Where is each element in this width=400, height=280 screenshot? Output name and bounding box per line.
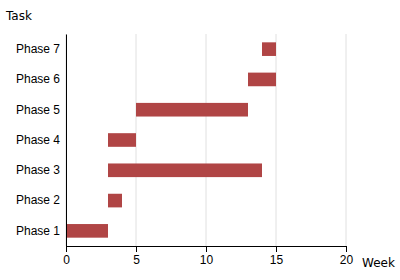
y-tick: Phase 6 [16,72,60,86]
grid-line [346,34,347,246]
tick-mark [206,246,207,252]
y-tick: Phase 3 [16,163,60,177]
grid-line [206,34,207,246]
x-tick: 10 [200,246,214,267]
tick-label: Phase 5 [16,103,60,117]
bar [262,42,276,56]
tick-label: Phase 7 [16,42,60,56]
x-axis: 0 5 10 15 20 [63,246,353,267]
x-tick: 20 [340,246,354,267]
tick-label: 5 [133,253,140,267]
grid-line [276,34,277,246]
x-tick: 0 [63,246,70,267]
y-axis-title: Task [5,9,32,23]
x-tick: 5 [133,246,140,267]
bar [108,133,136,147]
tick-label: Phase 3 [16,163,60,177]
tick-mark [276,246,277,252]
chart: 05101520Phase 1Phase 2Phase 3Phase 4Phas… [0,0,400,280]
grid [66,34,346,246]
y-tick: Phase 2 [16,193,60,207]
tick-label: Phase 6 [16,72,60,86]
grid-line [66,34,67,246]
axis-line [66,35,67,247]
bar [108,194,122,208]
y-tick: Phase 1 [16,224,60,238]
y-tick: Phase 4 [16,133,60,147]
tick-label: Phase 4 [16,133,60,147]
tick-mark [136,246,137,252]
y-tick: Phase 7 [16,42,60,56]
tick-label: 20 [340,253,354,267]
plot: 05101520Phase 1Phase 2Phase 3Phase 4Phas… [5,9,395,270]
bar [108,163,262,177]
tick-label: 15 [270,253,284,267]
x-axis-title: Week [362,256,395,270]
bar [66,224,108,238]
tick-label: 0 [63,253,70,267]
x-tick: 15 [270,246,284,267]
bar [136,103,248,117]
tick-mark [66,246,67,252]
tick-label: 10 [200,253,214,267]
chart-container: 05101520Phase 1Phase 2Phase 3Phase 4Phas… [0,0,400,280]
bars [66,42,276,237]
tick-label: Phase 1 [16,224,60,238]
tick-label: Phase 2 [16,193,60,207]
bar [248,73,276,87]
axis-line [67,247,347,253]
y-tick: Phase 5 [16,103,60,117]
y-axis: Phase 1 Phase 2 Phase 3 Phase 4 Phase 5 Phase… [16,35,67,247]
tick-mark [346,246,347,252]
